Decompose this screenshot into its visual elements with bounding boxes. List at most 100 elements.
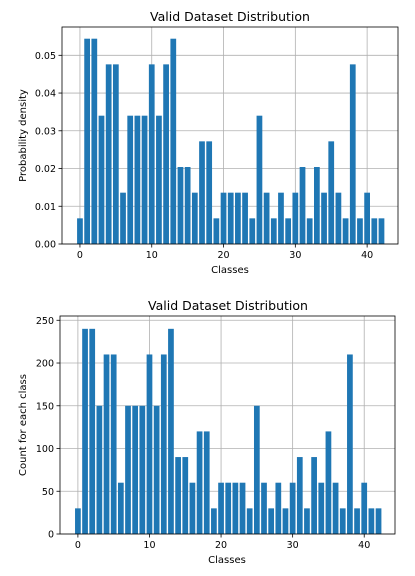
bar	[206, 141, 213, 244]
bar	[296, 457, 303, 534]
bar	[177, 167, 184, 244]
bar	[191, 192, 198, 244]
bar	[364, 192, 370, 244]
bar	[299, 167, 306, 244]
y-ticks: 0 50 100 150 200 250	[36, 316, 60, 541]
bar	[170, 38, 177, 245]
bar	[110, 354, 117, 534]
bar	[117, 482, 124, 534]
x-tick-label: 30	[289, 250, 301, 261]
bar	[139, 405, 146, 534]
bar	[232, 482, 239, 534]
y-tick-label: 0	[48, 530, 54, 541]
bar	[357, 218, 363, 244]
y-axis-label: Count for each class	[18, 374, 29, 476]
bar	[246, 508, 253, 534]
bar	[120, 192, 126, 244]
bar	[347, 354, 353, 534]
x-tick-label: 0	[77, 250, 83, 261]
bar	[127, 115, 134, 245]
bar	[156, 115, 162, 245]
bars	[75, 328, 382, 534]
x-tick-label: 40	[358, 540, 370, 551]
plot-frame	[61, 26, 399, 245]
bar	[213, 218, 220, 244]
chart-title: Valid Dataset Distribution	[148, 298, 308, 313]
bar	[134, 115, 141, 245]
bar	[368, 508, 375, 534]
bar	[261, 482, 267, 534]
bar	[89, 328, 96, 534]
bar	[275, 482, 282, 534]
y-tick-label: 0.03	[35, 126, 56, 137]
bar	[282, 508, 289, 534]
x-tick-label: 10	[143, 540, 155, 551]
bar	[84, 38, 90, 245]
bar	[249, 218, 256, 244]
bar	[189, 482, 196, 534]
bar	[146, 354, 153, 534]
bar	[328, 141, 335, 244]
y-tick-label: 50	[42, 487, 54, 498]
y-tick-label: 0.01	[35, 202, 56, 213]
bar	[268, 508, 275, 534]
bar	[235, 192, 241, 244]
bar	[239, 482, 246, 534]
bar	[220, 192, 227, 244]
bar	[196, 431, 203, 534]
chart-probability-density: Valid Dataset Distribution 0 10 20 30 40 0.0…	[18, 9, 399, 276]
bar	[378, 218, 385, 244]
chart-title: Valid Dataset Distribution	[150, 9, 310, 24]
bar	[77, 218, 83, 244]
bar	[105, 64, 112, 244]
bar	[318, 482, 325, 534]
bar	[112, 64, 119, 244]
y-axis-label: Probability density	[18, 89, 29, 182]
bar	[335, 192, 342, 244]
x-tick-label: 40	[361, 250, 373, 261]
x-ticks: 0 10 20 30 40	[77, 244, 373, 261]
bar	[304, 508, 310, 534]
bar	[289, 482, 296, 534]
bar	[132, 405, 139, 534]
bar	[96, 405, 103, 534]
bar	[314, 167, 320, 244]
bar	[91, 38, 98, 245]
bar	[325, 431, 332, 534]
bar	[321, 192, 327, 244]
chart-class-count: Valid Dataset Distribution 0 10 20 30 40 0 50…	[18, 298, 396, 566]
x-tick-label: 30	[287, 540, 299, 551]
bar	[203, 431, 210, 534]
bar	[218, 482, 224, 534]
y-tick-label: 0.05	[35, 51, 56, 62]
bar	[148, 64, 155, 244]
bars	[77, 38, 385, 245]
bar	[292, 192, 299, 244]
bar	[141, 115, 148, 245]
bar	[371, 218, 378, 244]
bar	[339, 508, 346, 534]
bar	[242, 192, 248, 244]
x-ticks: 0 10 20 30 40	[75, 534, 370, 551]
bar	[270, 218, 277, 244]
bar	[361, 482, 368, 534]
y-tick-label: 100	[36, 444, 54, 455]
y-ticks: 0.00 0.01 0.02 0.03 0.04 0.05	[35, 51, 62, 251]
bar	[168, 328, 174, 534]
bar	[349, 64, 356, 244]
bar	[211, 508, 217, 534]
bar	[225, 482, 232, 534]
bar	[256, 115, 263, 245]
y-tick-label: 0.04	[35, 89, 56, 100]
y-tick-label: 150	[36, 401, 54, 412]
bar	[332, 482, 339, 534]
bar	[342, 218, 349, 244]
bar	[278, 192, 284, 244]
bar	[253, 405, 260, 534]
bar	[311, 457, 317, 534]
x-axis-label: Classes	[208, 555, 246, 566]
bar	[227, 192, 234, 244]
bar	[153, 405, 160, 534]
plot-frame	[59, 315, 396, 535]
